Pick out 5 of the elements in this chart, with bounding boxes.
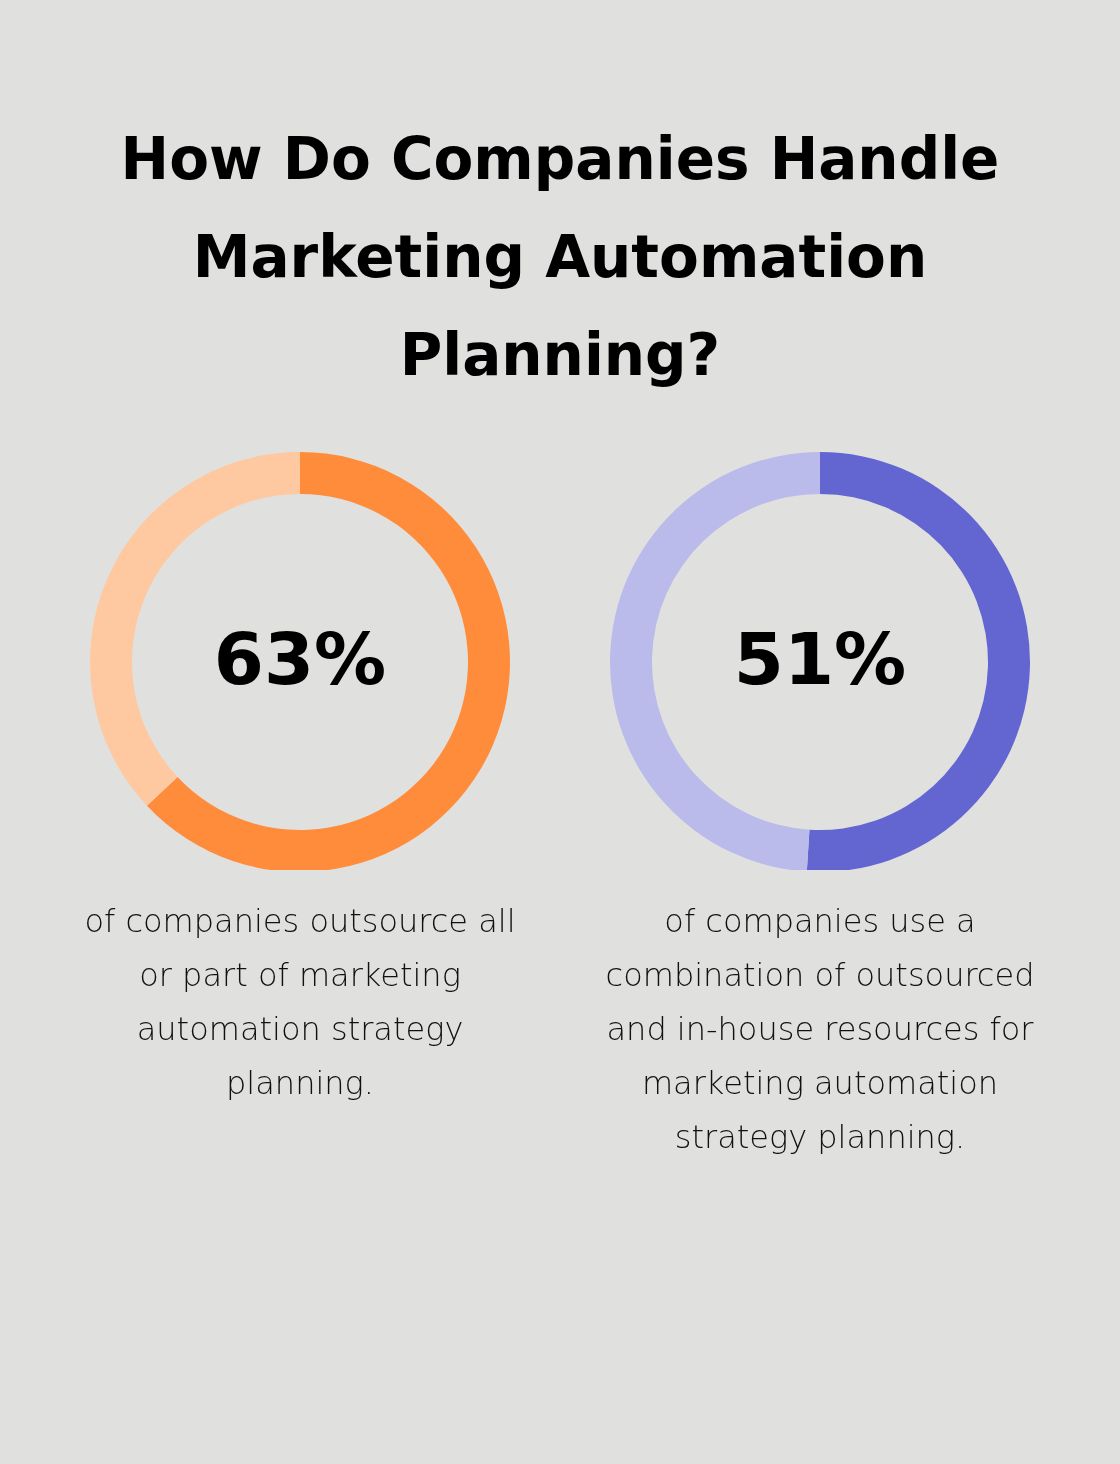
text: 63% [213, 617, 387, 701]
text: 51% [733, 617, 907, 701]
text: of companies outsource all or part of marketing automation strategy planning. [83, 901, 517, 1104]
chart-title: How Do Companies Handle Marketing Automation Planning? [119, 124, 1001, 391]
text: of companies use a combination of outsourced and in-house resources for marketing automation strategy planning. [604, 901, 1036, 1158]
